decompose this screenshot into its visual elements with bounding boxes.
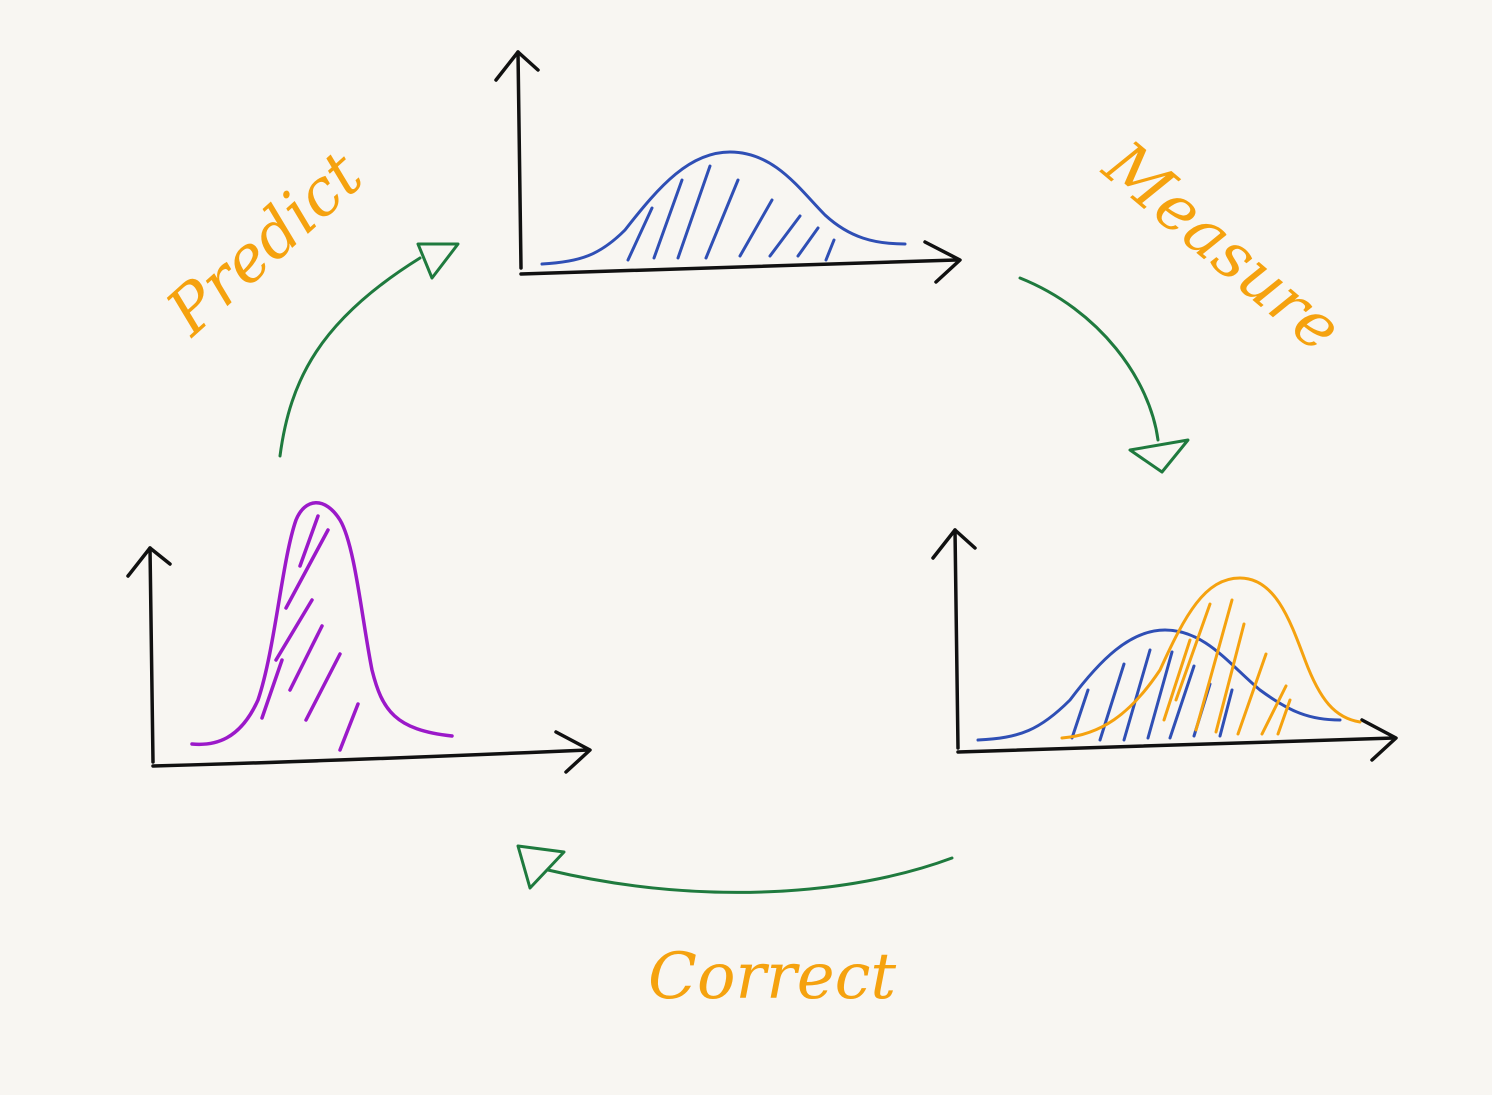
right-orange-hatch-line xyxy=(1236,652,1268,736)
correct-arrow xyxy=(546,856,954,894)
right-blue-hatch-line xyxy=(1070,688,1090,740)
top-hatch-line xyxy=(652,178,684,260)
right-blue-hatch-line xyxy=(1146,650,1174,740)
left-curve xyxy=(190,501,454,752)
right-orange-hatch-line xyxy=(1276,698,1292,736)
right-y-axis xyxy=(953,528,960,750)
left-hatch-line xyxy=(260,658,284,720)
right-orange-gaussian-curve xyxy=(1060,576,1362,740)
right-plot xyxy=(931,528,1398,762)
measure-label: Measure xyxy=(1089,127,1355,367)
top-hatch-line xyxy=(626,206,654,262)
left-x-axis xyxy=(151,748,590,768)
left-hatch-line xyxy=(304,652,342,722)
left-y-arrowhead-icon xyxy=(126,546,172,578)
right-blue-hatch-line xyxy=(1122,648,1152,742)
left-hatch-line xyxy=(288,624,324,692)
right-plot-axes xyxy=(931,528,1398,762)
left-hatch-line xyxy=(338,702,360,752)
top-hatch-line xyxy=(824,238,836,262)
labels: Predict Measure Correct xyxy=(152,127,1354,1014)
top-plot xyxy=(494,50,962,284)
right-blue-hatch-line xyxy=(1168,664,1196,740)
top-hatch-line xyxy=(796,226,820,258)
top-hatch-line xyxy=(704,178,740,260)
right-orange-hatch-line xyxy=(1194,598,1234,732)
right-orange-hatch-line xyxy=(1162,638,1192,722)
top-hatch-line xyxy=(738,198,774,258)
right-x-arrowhead-icon xyxy=(1360,718,1398,762)
right-measurement-curve xyxy=(1060,576,1362,740)
left-gaussian-curve xyxy=(190,501,454,747)
right-y-arrowhead-icon xyxy=(931,528,977,560)
top-plot-axes xyxy=(494,50,962,284)
left-plot xyxy=(126,501,592,774)
top-hatch-line xyxy=(676,164,712,260)
left-hatch-line xyxy=(274,598,314,662)
correct-label: Correct xyxy=(648,940,896,1014)
left-plot-axes xyxy=(126,546,592,774)
top-hatch-line xyxy=(768,214,802,258)
measure-arrowhead-icon xyxy=(1128,438,1190,474)
left-x-arrowhead-icon xyxy=(554,730,592,774)
right-blue-hatch-line xyxy=(1098,662,1126,742)
top-x-arrowhead-icon xyxy=(923,240,962,284)
predict-arrow xyxy=(278,256,422,458)
right-x-axis xyxy=(956,736,1396,754)
top-y-arrowhead-icon xyxy=(494,50,540,82)
right-orange-hatch-line xyxy=(1260,684,1288,736)
top-y-axis xyxy=(516,50,523,270)
right-orange-hatch-line xyxy=(1174,602,1212,702)
correct-arrowhead-icon xyxy=(516,844,566,890)
top-gaussian-curve xyxy=(540,150,907,266)
top-x-axis xyxy=(519,258,958,276)
cycle-arrows xyxy=(278,242,1190,894)
predict-arrowhead-icon xyxy=(416,242,460,280)
top-curve xyxy=(540,150,907,266)
left-y-axis xyxy=(148,546,155,764)
left-hatch-line xyxy=(284,528,330,610)
right-blue-hatch-line xyxy=(1218,688,1234,738)
right-orange-hatch-line xyxy=(1214,622,1246,734)
left-hatch-line xyxy=(298,514,320,568)
measure-arrow xyxy=(1018,276,1160,442)
